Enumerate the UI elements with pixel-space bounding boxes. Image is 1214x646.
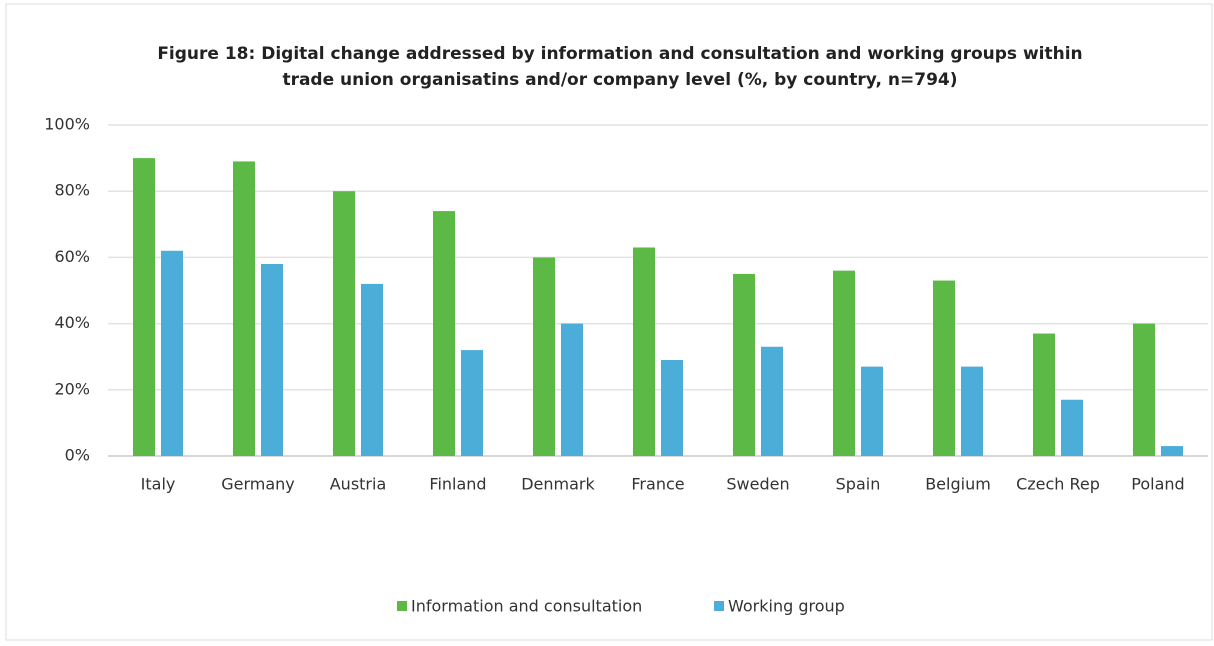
x-tick-label: Spain	[836, 475, 881, 494]
bar	[161, 250, 183, 456]
bar	[733, 273, 755, 456]
chart-title: trade union organisatins and/or company …	[282, 70, 957, 90]
bar	[933, 280, 955, 456]
legend-label: Working group	[728, 597, 845, 616]
x-tick-label: Denmark	[521, 475, 595, 494]
y-tick-label: 40%	[54, 313, 90, 332]
bar	[961, 366, 983, 456]
legend-swatch	[397, 601, 407, 611]
y-tick-label: 80%	[54, 181, 90, 200]
frame	[5, 3, 1213, 641]
y-tick-label: 100%	[44, 115, 90, 134]
bar	[761, 346, 783, 456]
bar	[433, 211, 455, 456]
bar	[333, 191, 355, 456]
bar	[1033, 333, 1055, 456]
legend-label: Information and consultation	[411, 597, 642, 616]
y-tick-label: 60%	[54, 247, 90, 266]
x-tick-label: Austria	[330, 475, 387, 494]
x-tick-label: Germany	[221, 475, 295, 494]
bar	[461, 350, 483, 456]
bar	[833, 270, 855, 456]
legend-swatch	[714, 601, 724, 611]
x-tick-label: Sweden	[726, 475, 789, 494]
bar	[361, 283, 383, 456]
bar	[661, 360, 683, 456]
chart-title: Figure 18: Digital change addressed by i…	[157, 44, 1082, 64]
bar	[633, 247, 655, 456]
bar	[1133, 323, 1155, 456]
x-tick-label: Belgium	[925, 475, 991, 494]
bar	[233, 161, 255, 456]
x-tick-label: Czech Rep	[1016, 475, 1100, 494]
bar	[561, 323, 583, 456]
bar	[1061, 399, 1083, 456]
bar	[133, 158, 155, 456]
x-tick-label: Poland	[1131, 475, 1184, 494]
x-tick-label: France	[631, 475, 684, 494]
x-tick-label: Italy	[141, 475, 176, 494]
bar	[261, 264, 283, 456]
y-tick-label: 20%	[54, 379, 90, 398]
y-tick-label: 0%	[65, 446, 90, 465]
bar	[1161, 446, 1183, 456]
bar	[861, 366, 883, 456]
x-tick-label: Finland	[429, 475, 486, 494]
bar	[533, 257, 555, 456]
